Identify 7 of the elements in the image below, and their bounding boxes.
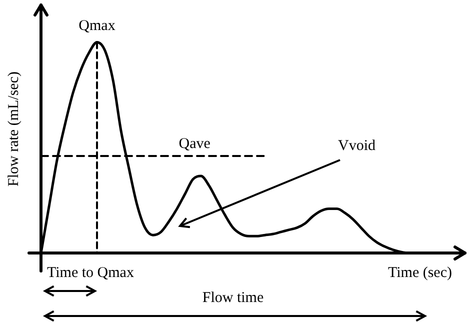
- x-axis-title: Time (sec): [388, 265, 452, 281]
- annotation: Vvoid: [338, 138, 376, 154]
- annotation: Qmax: [78, 18, 116, 34]
- text: Time to Qmax: [47, 265, 134, 281]
- ref-line-label: Qave: [178, 136, 211, 152]
- y-axis-title: Flow rate (mL/sec): [6, 72, 22, 186]
- text: Flow time: [202, 290, 264, 306]
